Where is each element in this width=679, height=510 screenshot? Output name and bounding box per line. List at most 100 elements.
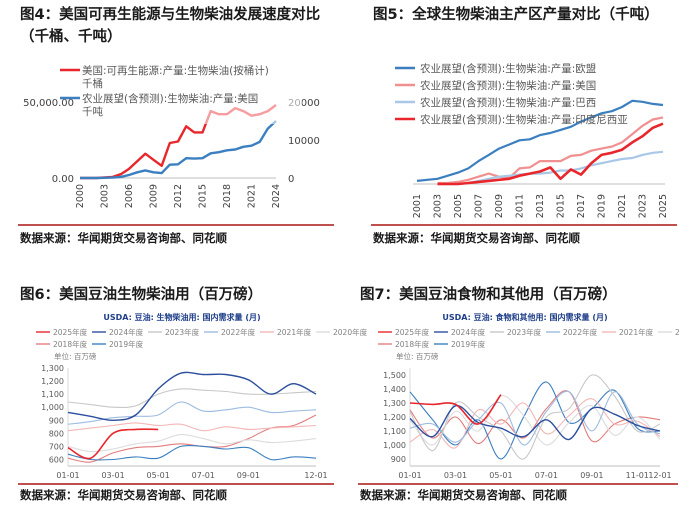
x-tick-label: 2021 <box>617 194 628 218</box>
series-line-3 <box>409 390 661 446</box>
legend-label-1: 2024年度 <box>451 327 486 337</box>
series-line-7 <box>67 414 317 463</box>
series-line-1 <box>437 116 664 185</box>
legend-label-0-wrap: 千桶 <box>82 77 103 90</box>
legend-label-2: 2023年度 <box>165 327 200 337</box>
unit-label: 单位: 百万磅 <box>396 351 439 361</box>
series-line-4 <box>409 398 661 449</box>
x-tick-label: 2009 <box>149 184 160 208</box>
figure-6-divider <box>18 483 334 485</box>
figure-4-title-line1: 图4：美国可再生能源与生物柴油发展速度对比 <box>20 7 321 23</box>
y-tick-label: 1,100 <box>383 427 406 436</box>
x-tick-label: 2019 <box>597 194 608 218</box>
legend-label-3: 2022年度 <box>221 327 256 337</box>
figure-7-panel: 图7：美国豆油食物和其他用（百万磅） USDA: 豆油: 食物和其他用: 国内需… <box>354 282 679 510</box>
unit-label: 单位: 百万磅 <box>54 351 97 361</box>
x-tick-label: 07-01 <box>535 471 558 480</box>
x-tick-label: 2024 <box>271 184 282 208</box>
y-tick-label: 1,000 <box>383 441 406 450</box>
figure-5-panel: 图5：全球生物柴油主产区产量对比（千吨） 2001 2003 2005 2007 200… <box>367 0 677 250</box>
y-tick-label: 900 <box>49 416 64 425</box>
y-tick-label: 800 <box>49 429 64 438</box>
figure-5-title: 图5：全球生物柴油主产区产量对比（千吨） <box>373 7 659 23</box>
x-tick-label: 2023 <box>638 194 649 218</box>
x-tick-label: 2006 <box>124 184 135 208</box>
x-tick-label: 2009 <box>494 194 505 218</box>
figure-7-chart: USDA: 豆油: 食物和其他用: 国内需求量 (月) 1,500 1,400 1,3… <box>378 312 679 480</box>
x-tick-label: 2007 <box>474 194 485 218</box>
x-tick-label: 11-01 <box>626 471 649 480</box>
legend-label-1: 2024年度 <box>109 327 144 337</box>
series-line-5 <box>67 434 317 453</box>
y-tick-label: 1,200 <box>41 377 64 386</box>
x-tick-label: 2003 <box>433 194 444 218</box>
x-tick-label: 2000 <box>75 184 86 208</box>
x-tick-label: 01-01 <box>56 471 79 480</box>
x-tick-label: 09-01 <box>580 471 603 480</box>
legend-label-4: 2021年度 <box>277 327 312 337</box>
y-tick-label: 1,500 <box>383 371 406 380</box>
legend-label-2: 2023年度 <box>507 327 542 337</box>
chart-inner-title: USDA: 豆油: 生物柴油用: 国内需求量 (月) <box>103 312 260 322</box>
series-line-0 <box>67 428 159 460</box>
figure-4-panel: 图4：美国可再生能源与生物柴油发展速度对比 （千桶、千吨） 0.00 50,000… <box>14 0 334 250</box>
legend-label-3: 农业展望(含预测):生物柴油:产量:印度尼西亚 <box>420 113 628 126</box>
y-tick-label: 1,000 <box>41 403 64 412</box>
series-line-6 <box>67 444 317 461</box>
x-tick-label: 03-01 <box>101 471 124 480</box>
x-tick-label: 12-01 <box>648 471 671 480</box>
legend-label-1: 农业展望(含预测):生物柴油:产量:美国 <box>82 92 258 105</box>
legend-label-0: 美国:可再生能源:产量:生物柴油(按桶计) <box>82 64 269 77</box>
series-line-2 <box>409 374 661 460</box>
y-tick-label: 1,300 <box>41 364 64 373</box>
legend-label-7: 2018年度 <box>395 339 430 349</box>
x-tick-label: 05-01 <box>147 471 170 480</box>
y-tick-label: 1,300 <box>383 399 406 408</box>
y-tick-label: 1,400 <box>383 385 406 394</box>
figure-7-divider <box>358 483 678 485</box>
x-tick-label: 2003 <box>100 184 111 208</box>
x-tick-label: 12-01 <box>304 471 327 480</box>
legend-label-6: 2019年度 <box>109 339 144 349</box>
x-tick-label: 2015 <box>198 184 209 208</box>
legend-label-0: 农业展望(含预测):生物柴油:产量:欧盟 <box>420 62 597 75</box>
legend-label-0: 2025年度 <box>53 327 88 337</box>
legend-label-7: 2018年度 <box>53 339 88 349</box>
legend-label-3: 2022年度 <box>563 327 598 337</box>
figure-6-chart: USDA: 豆油: 生物柴油用: 国内需求量 (月) 1,300 1,200 1,10… <box>36 312 368 480</box>
series-line-3 <box>67 401 317 425</box>
series-line-7 <box>409 390 661 445</box>
figure-7-source: 数据来源：华闻期货交易咨询部、同花顺 <box>360 488 567 502</box>
x-tick-label: 2018 <box>222 184 233 208</box>
figure-4-title-line2: （千桶、千吨） <box>20 29 122 45</box>
series-line-1 <box>409 405 661 441</box>
legend-background <box>86 60 302 124</box>
legend-label-0: 2025年度 <box>395 327 430 337</box>
legend-label-6: 2019年度 <box>451 339 486 349</box>
figure-5-source: 数据来源：华闻期货交易咨询部、同花顺 <box>373 231 580 245</box>
y-tick-label: 1,200 <box>383 413 406 422</box>
y-tick-label: 700 <box>49 442 64 451</box>
figure-6-title: 图6：美国豆油生物柴油用（百万磅） <box>20 287 263 303</box>
right-y-tick-label: 10000 <box>288 136 320 147</box>
x-tick-label: 2021 <box>247 184 258 208</box>
x-tick-label: 2001 <box>412 194 423 218</box>
figure-7-title: 图7：美国豆油食物和其他用（百万磅） <box>360 287 617 303</box>
x-tick-label: 09-01 <box>237 471 260 480</box>
x-tick-label: 2017 <box>576 194 587 218</box>
left-y-tick-label: 0.00 <box>52 174 74 185</box>
series-line-3 <box>437 122 664 186</box>
x-tick-label: 2005 <box>453 194 464 218</box>
x-tick-label: 01-01 <box>398 471 421 480</box>
chart-inner-title: USDA: 豆油: 食物和其他用: 国内需求量 (月) <box>442 312 607 322</box>
legend-label-4: 2021年度 <box>619 327 654 337</box>
legend-label-5: 2020年度 <box>675 327 679 337</box>
series-line-1 <box>80 120 277 180</box>
x-tick-label: 05-01 <box>489 471 512 480</box>
figure-6-source: 数据来源：华闻期货交易咨询部、同花顺 <box>20 488 227 502</box>
figure-4-divider <box>18 224 334 226</box>
figure-4-chart: 0.00 50,000.00 0 10000 20000 2000 2003 2006 2009… <box>23 60 320 208</box>
legend-label-1: 农业展望(含预测):生物柴油:产量:美国 <box>420 79 596 92</box>
legend-label-1-wrap: 千吨 <box>82 105 103 118</box>
